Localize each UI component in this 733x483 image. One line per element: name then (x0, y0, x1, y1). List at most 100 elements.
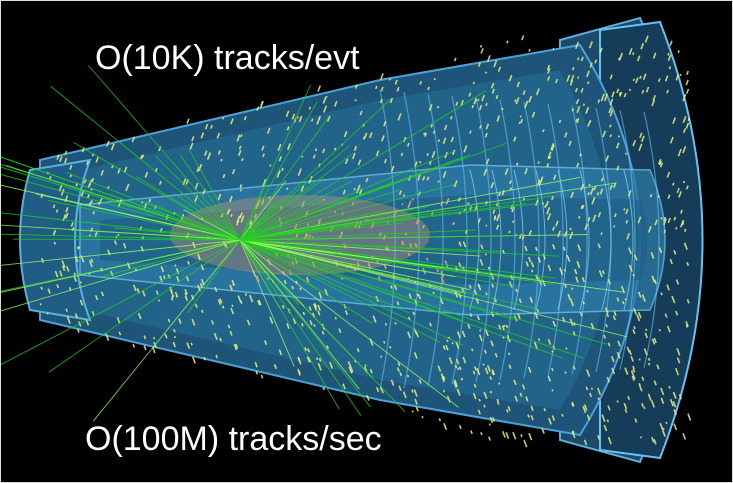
hit (477, 218, 481, 224)
hit (571, 66, 575, 71)
hit (239, 184, 243, 189)
hit (508, 230, 511, 234)
hit (305, 277, 310, 283)
hit (313, 303, 318, 311)
hit (478, 334, 483, 342)
hit (597, 435, 601, 440)
hit (663, 229, 666, 234)
hit (472, 370, 476, 375)
ring (601, 169, 612, 311)
hit (56, 154, 60, 160)
hit (564, 132, 568, 138)
ring (547, 103, 564, 377)
hit (687, 413, 692, 421)
hit (582, 405, 587, 414)
hit (298, 370, 301, 374)
hit (204, 123, 209, 130)
hit (537, 256, 542, 263)
hit (613, 213, 617, 218)
hit (460, 99, 464, 107)
hit (453, 180, 458, 188)
hit (461, 330, 466, 338)
hit (491, 88, 495, 94)
hit (229, 330, 233, 336)
hit (634, 254, 638, 261)
hit (219, 298, 223, 304)
hit (52, 229, 57, 236)
hit (648, 362, 651, 366)
hit (397, 362, 401, 367)
hit (262, 178, 267, 187)
hit (292, 318, 297, 325)
track (114, 227, 241, 241)
hit (313, 324, 316, 328)
hit (667, 194, 671, 200)
hit (641, 89, 645, 94)
hit (389, 345, 392, 349)
hit (122, 242, 127, 249)
hit (406, 142, 410, 147)
hit (682, 433, 687, 440)
hit (600, 177, 604, 182)
hit (623, 402, 628, 410)
ring (379, 89, 396, 391)
hit (453, 57, 457, 62)
hit (306, 356, 311, 363)
track (239, 239, 373, 324)
hit (244, 293, 248, 296)
hit (687, 117, 691, 122)
hit (59, 270, 63, 277)
hit (605, 323, 608, 328)
hit (669, 40, 673, 46)
hit (407, 200, 412, 209)
hit (192, 356, 196, 364)
hit (509, 180, 512, 185)
hit (563, 268, 567, 272)
hit (569, 227, 572, 231)
hit (597, 397, 600, 401)
hit (294, 223, 298, 230)
hit (672, 117, 676, 125)
hit (504, 168, 509, 176)
hit (246, 319, 251, 326)
hit (173, 335, 177, 339)
hit (666, 89, 669, 94)
ring (513, 169, 524, 311)
track (239, 222, 403, 241)
hit (307, 348, 310, 353)
hit (389, 97, 394, 104)
hit (256, 106, 260, 112)
track (239, 202, 542, 241)
hit (675, 73, 680, 81)
hit (258, 299, 262, 306)
hit (600, 232, 603, 235)
hit (516, 81, 520, 88)
hit (498, 192, 501, 197)
hit (607, 405, 611, 411)
hit (491, 368, 496, 376)
hit (571, 403, 574, 407)
hit (184, 288, 188, 295)
track (239, 239, 584, 359)
hit (662, 427, 665, 430)
hit (467, 202, 470, 205)
hit (249, 294, 254, 303)
hit (676, 357, 681, 364)
hit (142, 290, 146, 297)
hit (219, 337, 222, 342)
hit (496, 115, 501, 122)
hit (613, 225, 616, 228)
hit (632, 375, 636, 380)
hit (577, 244, 582, 252)
hit (484, 132, 488, 138)
hit (623, 208, 626, 211)
hit (574, 87, 578, 93)
hit (173, 328, 176, 333)
hit (286, 187, 289, 190)
hit (200, 278, 205, 286)
hit (638, 358, 641, 361)
hit (318, 357, 322, 362)
hit (546, 163, 550, 168)
hit (647, 393, 652, 401)
hit (227, 208, 231, 214)
